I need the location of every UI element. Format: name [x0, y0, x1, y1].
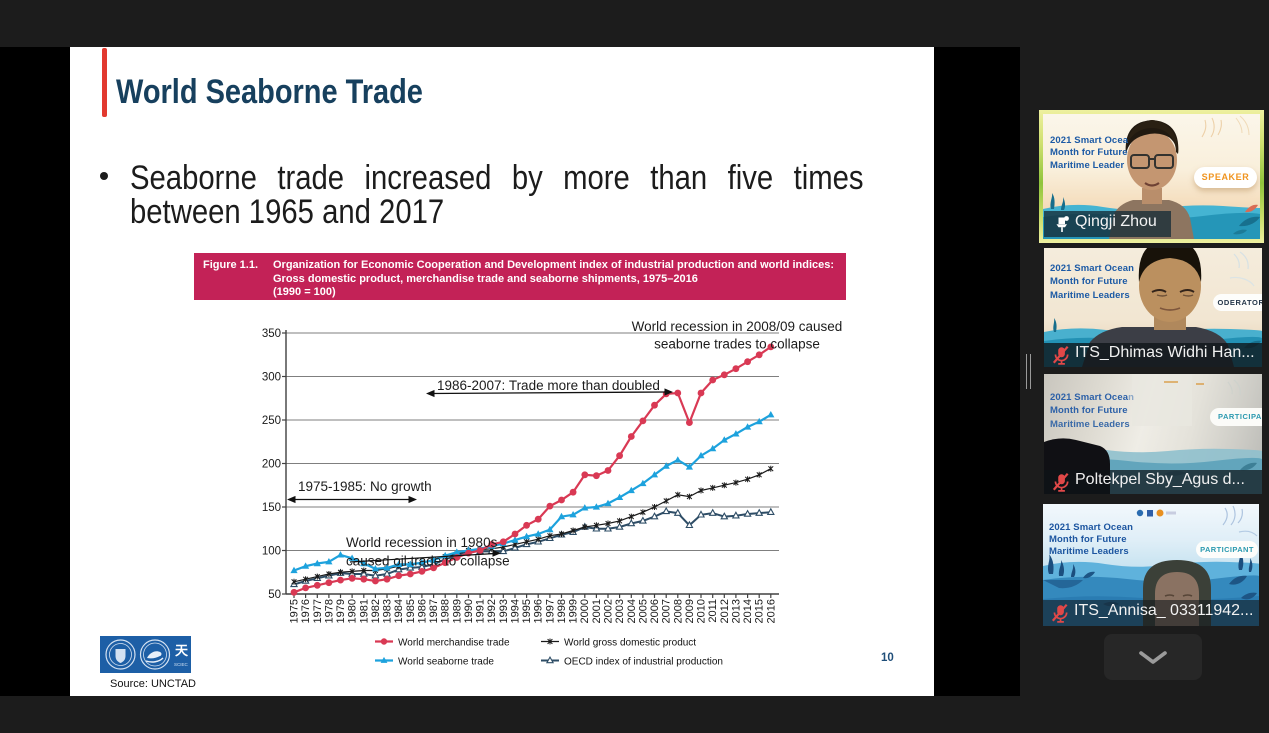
svg-text:1994: 1994 — [510, 599, 522, 623]
svg-text:1983: 1983 — [382, 599, 394, 623]
svg-text:1981: 1981 — [358, 599, 370, 623]
svg-text:1985: 1985 — [405, 599, 417, 623]
svg-text:2005: 2005 — [637, 599, 649, 623]
svg-text:2002: 2002 — [603, 599, 615, 623]
svg-text:World merchandise trade: World merchandise trade — [398, 638, 510, 649]
svg-text:2015: 2015 — [754, 599, 766, 623]
svg-text:caused oil trade to collapse: caused oil trade to collapse — [346, 554, 510, 569]
svg-text:1982: 1982 — [370, 599, 382, 623]
svg-text:2001: 2001 — [591, 599, 603, 623]
svg-text:World recession in 2008/09 cau: World recession in 2008/09 caused — [632, 319, 843, 334]
svg-text:2010: 2010 — [696, 599, 708, 623]
svg-text:300: 300 — [262, 372, 281, 384]
svg-text:1976: 1976 — [300, 599, 312, 623]
svg-text:1991: 1991 — [475, 599, 487, 623]
svg-text:2013: 2013 — [730, 599, 742, 623]
svg-text:World recession in 1980s: World recession in 1980s — [346, 535, 498, 550]
svg-text:350: 350 — [262, 328, 281, 340]
svg-text:2007: 2007 — [661, 599, 673, 623]
svg-text:World seaborne trade: World seaborne trade — [398, 657, 494, 668]
svg-text:50: 50 — [268, 589, 281, 601]
svg-text:2008: 2008 — [672, 599, 684, 623]
svg-text:200: 200 — [262, 459, 281, 471]
svg-text:1990: 1990 — [463, 599, 475, 623]
svg-text:2004: 2004 — [626, 599, 638, 623]
svg-text:seaborne trades to collapse: seaborne trades to collapse — [654, 337, 820, 352]
svg-text:1975-1985: No growth: 1975-1985: No growth — [298, 479, 432, 494]
svg-text:2016: 2016 — [765, 599, 777, 623]
svg-text:1984: 1984 — [393, 599, 405, 623]
svg-text:SCIEC: SCIEC — [174, 662, 189, 667]
svg-text:1977: 1977 — [312, 599, 324, 623]
svg-text:1993: 1993 — [498, 599, 510, 623]
svg-text:1988: 1988 — [440, 599, 452, 623]
svg-text:2011: 2011 — [707, 599, 719, 623]
svg-text:100: 100 — [262, 546, 281, 558]
svg-text:1980: 1980 — [347, 599, 359, 623]
svg-text:World gross domestic product: World gross domestic product — [564, 638, 696, 649]
svg-text:1995: 1995 — [521, 599, 533, 623]
svg-text:1989: 1989 — [451, 599, 463, 623]
svg-text:1975: 1975 — [289, 599, 301, 623]
svg-text:2000: 2000 — [579, 599, 591, 623]
svg-text:1986: 1986 — [416, 599, 428, 623]
svg-text:2003: 2003 — [614, 599, 626, 623]
svg-text:天: 天 — [175, 643, 189, 658]
svg-text:1978: 1978 — [323, 599, 335, 623]
svg-text:1979: 1979 — [335, 599, 347, 623]
svg-text:1987: 1987 — [428, 599, 440, 623]
svg-text:2014: 2014 — [742, 599, 754, 623]
svg-text:OECD index of industrial produ: OECD index of industrial production — [564, 657, 723, 668]
svg-text:2012: 2012 — [719, 599, 731, 623]
svg-text:1998: 1998 — [556, 599, 568, 623]
svg-text:1999: 1999 — [568, 599, 580, 623]
svg-text:10: 10 — [881, 652, 894, 664]
svg-text:1992: 1992 — [486, 599, 498, 623]
svg-text:1996: 1996 — [533, 599, 545, 623]
svg-text:250: 250 — [262, 415, 281, 427]
svg-text:2009: 2009 — [684, 599, 696, 623]
svg-text:2006: 2006 — [649, 599, 661, 623]
svg-text:150: 150 — [262, 502, 281, 514]
svg-text:1986-2007: Trade more than dou: 1986-2007: Trade more than doubled — [437, 378, 660, 393]
svg-text:1997: 1997 — [544, 599, 556, 623]
